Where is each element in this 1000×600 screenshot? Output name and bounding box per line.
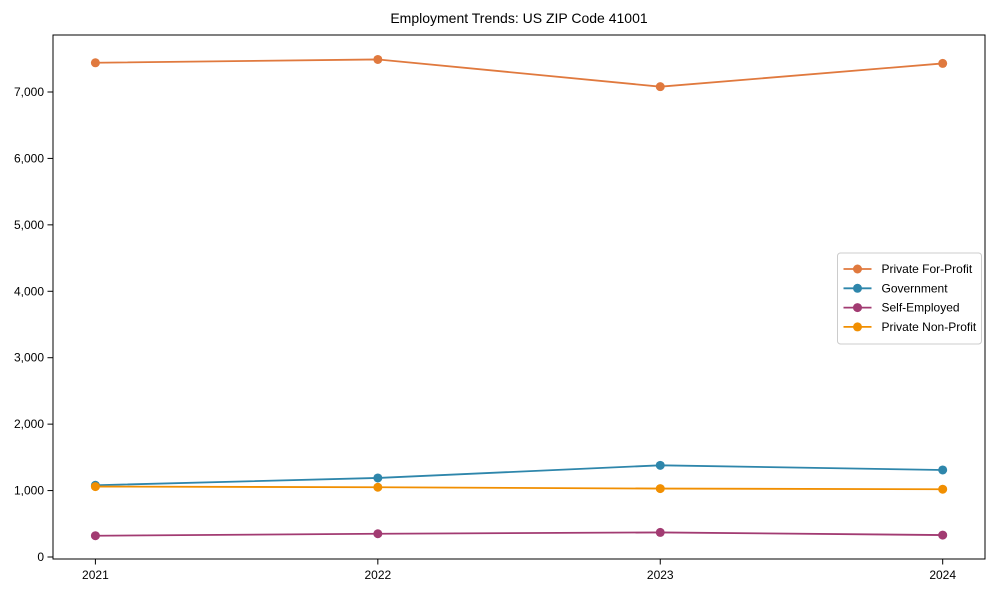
plot-frame [52,34,986,560]
plot-area: 0 1,000 2,000 3,000 4,000 5,000 6,000 7,000 2021… [14,34,986,582]
data-point-private-non-profit-2021 [90,482,100,492]
data-point-private-for-profit-2021 [90,58,100,68]
legend-label-government: Government [882,281,949,295]
legend: Private For-Profit Government Self-Employe… [837,252,982,345]
data-point-private-for-profit-2023 [655,82,665,92]
legend-item-private-for-profit: Private For-Profit [843,262,973,276]
data-point-private-for-profit-2024 [938,58,948,68]
series-line-private-for-profit [95,58,943,88]
data-point-private-non-profit-2022 [373,482,383,492]
legend-swatch-marker-private-non-profit [853,322,862,332]
series-line-private-non-profit [95,485,943,491]
y-axis-tick-label: 3,000 [14,351,44,365]
y-axis-tick-label: 4,000 [14,284,44,298]
legend-item-private-non-profit: Private Non-Profit [843,320,977,334]
legend-item-government: Government [843,281,949,295]
legend-label-self-employed: Self-Employed [882,301,960,315]
legend-box [837,252,982,345]
legend-label-private-for-profit: Private For-Profit [882,262,973,276]
data-point-private-for-profit-2022 [373,54,383,64]
data-point-government-2022 [373,473,383,483]
legend-swatch-marker-government [853,283,862,293]
data-point-self-employed-2022 [373,529,383,539]
legend-label-private-non-profit: Private Non-Profit [882,320,977,334]
series-government [90,460,948,490]
y-axis-tick-label: 2,000 [14,417,44,431]
y-axis-tick-label: 1,000 [14,484,44,498]
data-point-private-non-profit-2023 [655,484,665,494]
y-axis-tick-label: 6,000 [14,151,44,165]
series-private-non-profit [90,482,948,494]
x-axis-tick-label-2021: 2021 [82,568,109,582]
series-self-employed [90,527,948,541]
series-line-self-employed [95,531,943,537]
y-axis-tick-label: 7,000 [14,85,44,99]
data-point-private-non-profit-2024 [938,484,948,494]
series-line-government [95,464,943,487]
data-point-self-employed-2021 [90,531,100,541]
legend-swatch-marker-self-employed [853,303,862,313]
chart-title: Employment Trends: US ZIP Code 41001 [390,10,648,26]
x-axis-tick-label-2022: 2022 [364,568,391,582]
x-axis-tick-label-2024: 2024 [929,568,956,582]
data-point-government-2023 [655,460,665,470]
legend-swatch-marker-private-for-profit [853,264,862,274]
data-point-self-employed-2024 [938,530,948,540]
data-point-self-employed-2023 [655,527,665,537]
data-point-government-2024 [938,465,948,475]
legend-item-self-employed: Self-Employed [843,301,960,315]
x-axis-tick-label-2023: 2023 [647,568,674,582]
y-axis-tick-label: 0 [37,550,44,564]
y-axis-tick-label: 5,000 [14,218,44,232]
series-private-for-profit [90,54,948,92]
